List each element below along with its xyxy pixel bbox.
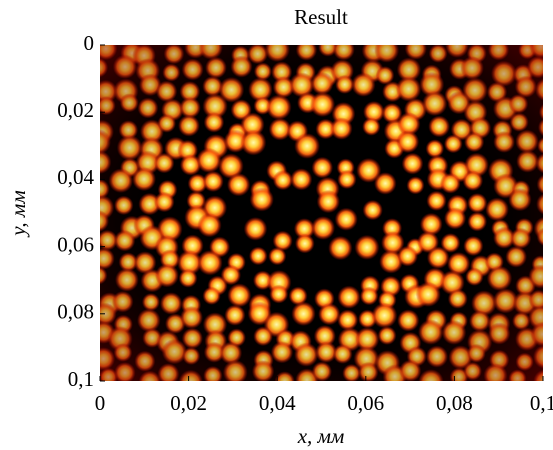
y-tick-label: 0,06 (57, 232, 94, 256)
y-tick-label: 0 (84, 31, 95, 55)
x-tick-label: 0,02 (170, 391, 207, 415)
y-tick-label: 0,1 (68, 367, 94, 391)
x-tick-label: 0,06 (347, 391, 384, 415)
y-axis-label: y, мм (6, 190, 30, 237)
x-tick-label: 0,08 (436, 391, 473, 415)
y-tick-label: 0,04 (57, 165, 94, 189)
vignette (100, 45, 543, 381)
chart-title: Result (294, 5, 348, 29)
x-tick-label: 0 (95, 391, 106, 415)
y-tick-label: 0,08 (57, 300, 94, 324)
x-tick-label: 0,1 (530, 391, 553, 415)
y-tick-label: 0,02 (57, 98, 94, 122)
x-axis-label: x, мм (297, 424, 345, 448)
x-tick-label: 0,04 (259, 391, 296, 415)
plot-area (100, 45, 543, 381)
